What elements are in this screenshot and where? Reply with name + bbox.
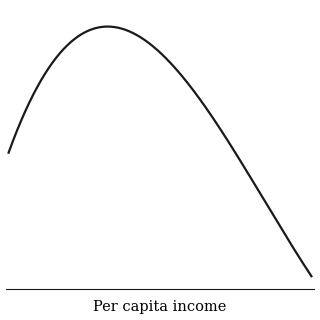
X-axis label: Per capita income: Per capita income [93,300,227,315]
